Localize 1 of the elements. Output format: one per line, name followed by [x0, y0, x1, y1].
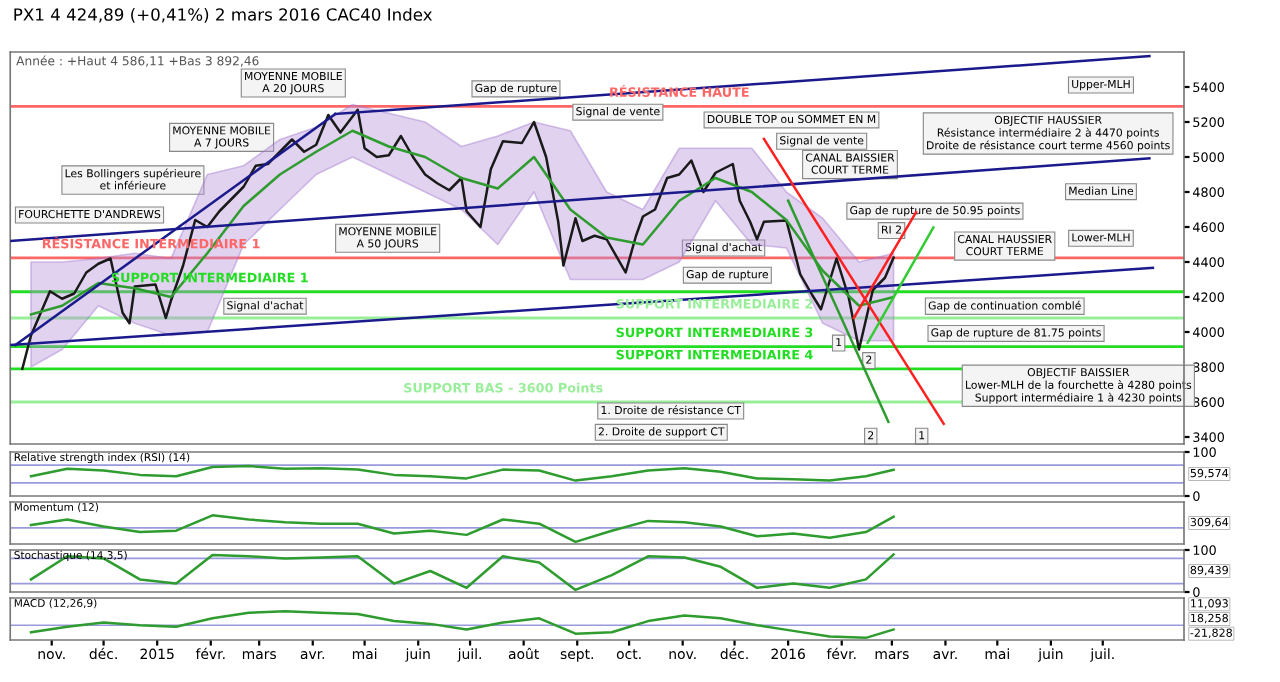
chart-title: PX1 4 424,89 (+0,41%) 2 mars 2016 CAC40 Index	[14, 7, 433, 23]
